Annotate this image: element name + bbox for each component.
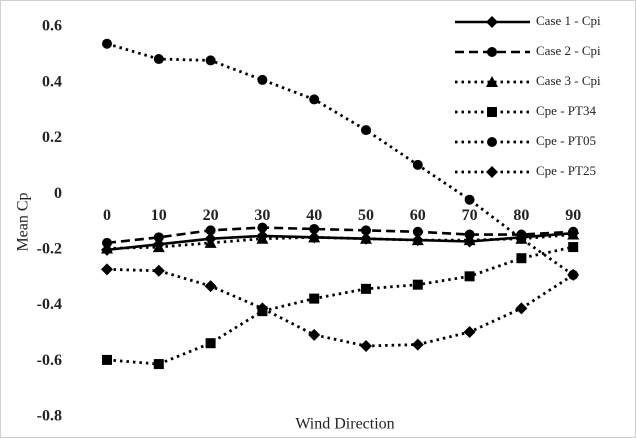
data-point (463, 326, 476, 339)
data-point (361, 225, 371, 236)
x-axis-title: Wind Direction (295, 416, 394, 433)
legend-label: Cpe - PT25 (536, 163, 596, 178)
data-point (152, 241, 165, 253)
data-point (516, 253, 527, 264)
data-point (463, 234, 476, 246)
data-point (102, 354, 112, 365)
legend-label: Case 1 - Cpi (536, 13, 601, 28)
x-tick-label: 60 (410, 207, 426, 224)
data-point (309, 293, 320, 304)
x-tick-label: 0 (103, 207, 111, 224)
data-point (153, 54, 164, 65)
legend-marker (486, 166, 498, 178)
x-tick-label: 50 (358, 207, 374, 224)
data-point (411, 338, 424, 351)
legend-label: Cpe - PT34 (536, 103, 596, 118)
data-point (101, 242, 113, 254)
y-tick-label: -0.6 (37, 352, 62, 369)
x-tick-label: 30 (254, 207, 270, 224)
x-tick-label: 80 (513, 207, 529, 224)
series-line (106, 226, 574, 245)
data-point (204, 280, 217, 293)
data-point (205, 225, 216, 236)
y-tick-label: 0.2 (42, 129, 62, 146)
series-line (106, 231, 574, 252)
data-point (568, 242, 579, 253)
data-point (567, 268, 580, 281)
legend-marker (487, 47, 497, 57)
x-tick-label: 10 (151, 207, 167, 224)
data-point (256, 232, 269, 244)
data-point (102, 38, 112, 49)
legend-marker (486, 16, 498, 28)
y-tick-label: -0.2 (37, 241, 62, 258)
data-point (515, 302, 528, 315)
data-point (257, 222, 268, 233)
x-tick-label: 70 (462, 207, 478, 224)
data-point (101, 263, 113, 276)
data-point (412, 226, 423, 237)
data-point (308, 328, 321, 341)
y-tick-label: 0 (54, 185, 62, 202)
data-point (411, 234, 424, 246)
x-tick-label: 40 (306, 207, 322, 224)
data-point (361, 125, 371, 136)
data-point (205, 55, 216, 66)
x-tick-label: 20 (203, 207, 219, 224)
y-tick-label: 0.6 (42, 18, 62, 35)
legend-label: Case 3 - Cpi (536, 73, 601, 88)
series-line (106, 42, 575, 277)
data-point (412, 159, 423, 170)
y-tick-label: 0.4 (42, 73, 62, 90)
data-point (309, 94, 320, 105)
data-point (464, 194, 475, 205)
data-point (360, 232, 372, 244)
legend-marker (486, 76, 498, 87)
data-point (464, 271, 475, 282)
legend-label: Case 2 - Cpi (536, 43, 601, 58)
data-point (153, 359, 164, 370)
data-point (567, 228, 580, 240)
y-tick-label: -0.4 (37, 296, 62, 313)
data-point (360, 339, 372, 352)
data-point (205, 338, 216, 349)
series-line (106, 245, 574, 366)
data-point (153, 232, 164, 243)
legend-marker (487, 107, 497, 117)
data-point (516, 233, 527, 244)
data-point (204, 236, 217, 248)
y-tick-label: -0.8 (37, 408, 62, 425)
data-point (361, 283, 371, 294)
legend-marker (487, 137, 497, 147)
data-point (308, 231, 321, 243)
y-axis-title: Mean Cp (15, 192, 32, 251)
series-line (106, 267, 574, 348)
x-tick-label: 90 (565, 207, 581, 224)
data-point (309, 223, 320, 234)
data-point (257, 74, 268, 85)
data-point (412, 279, 423, 290)
legend-label: Cpe - PT05 (536, 133, 596, 148)
data-point (256, 302, 269, 315)
data-point (152, 264, 165, 277)
